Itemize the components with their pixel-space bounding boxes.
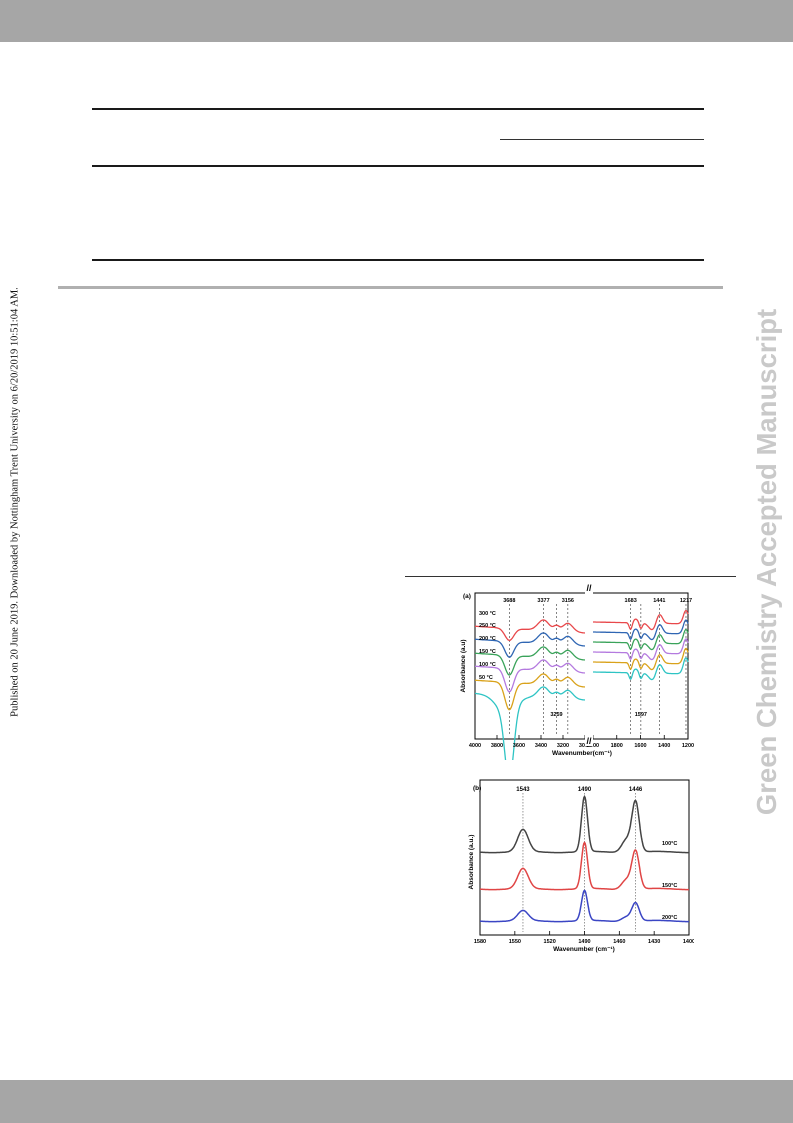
series-line-a-left bbox=[474, 686, 586, 760]
series-line-a-right bbox=[593, 619, 689, 641]
x-tick-label-a: 1600 bbox=[634, 743, 646, 749]
series-label-a: 250 °C bbox=[479, 623, 496, 629]
y-axis-label-a: Absorbance (a.u) bbox=[460, 639, 467, 692]
x-tick-label-b: 1430 bbox=[648, 939, 660, 945]
x-tick-label-a: 3200 bbox=[557, 743, 569, 749]
figure-b-chart: 1580 1550 1520 1490 1460 1430 1400 (b) Absorba… bbox=[468, 779, 694, 953]
figure-b: 1580 1550 1520 1490 1460 1430 1400 (b) Absorba… bbox=[464, 777, 694, 955]
series-line-b bbox=[480, 889, 689, 923]
peak-label-a: 1597 bbox=[635, 712, 647, 718]
x-tick-label-a: 1400 bbox=[658, 743, 670, 749]
series-line-a-right bbox=[593, 628, 689, 651]
axis-break-gap bbox=[585, 582, 593, 746]
plot-frame-a bbox=[474, 592, 689, 740]
x-tick-label-b: 1550 bbox=[509, 939, 521, 945]
footer-band bbox=[0, 1080, 793, 1123]
series-line-a-right bbox=[593, 647, 689, 671]
x-tick-label-a: 3600 bbox=[513, 743, 525, 749]
axis-break-mark-top: // bbox=[586, 583, 592, 593]
x-tick-label-a: 3800 bbox=[491, 743, 503, 749]
header-band bbox=[0, 0, 793, 42]
series-label-a: 150 °C bbox=[479, 649, 496, 655]
panel-label-a: (a) bbox=[463, 593, 471, 600]
series-label-b: 100°C bbox=[662, 841, 677, 847]
axis-break-mark-bottom: // bbox=[586, 736, 592, 746]
x-axis-label-a: Wavenumber(cm⁻¹) bbox=[552, 750, 612, 757]
panel-label-b: (b) bbox=[473, 785, 481, 792]
peak-label-a: 3259 bbox=[550, 712, 562, 718]
y-axis-label-b: Absorbance (a.u.) bbox=[468, 835, 475, 890]
table-header-rule bbox=[92, 165, 704, 167]
x-axis-label-b: Wavenumber (cm⁻¹) bbox=[553, 946, 615, 953]
section-divider bbox=[58, 286, 723, 289]
peak-label-a: 1683 bbox=[625, 598, 637, 604]
series-line-a-left bbox=[475, 632, 586, 658]
series-label-a: 300 °C bbox=[479, 611, 496, 617]
peak-label-b: 1446 bbox=[629, 787, 643, 793]
series-line-b bbox=[480, 795, 689, 854]
peak-label-a: 3377 bbox=[537, 598, 549, 604]
peak-label-a: 1441 bbox=[653, 598, 665, 604]
series-line-a-left bbox=[475, 673, 586, 711]
x-tick-label-a: 4000 bbox=[469, 743, 481, 749]
table-group-rule bbox=[500, 139, 704, 140]
table-bottom-rule bbox=[92, 259, 704, 261]
series-line-a-left bbox=[475, 619, 586, 641]
series-line-a-right bbox=[593, 638, 689, 661]
series-line-a-right bbox=[593, 657, 689, 681]
table-top-rule bbox=[92, 108, 704, 110]
peak-label-a: 3156 bbox=[562, 598, 574, 604]
figure-a-chart: 4000380036003400320030002000180016001400… bbox=[460, 582, 694, 760]
series-label-a: 200 °C bbox=[479, 636, 496, 642]
series-line-a-left bbox=[475, 646, 586, 676]
x-tick-label-b: 1490 bbox=[578, 939, 590, 945]
peak-label-b: 1490 bbox=[578, 787, 592, 793]
peak-label-a: 3688 bbox=[503, 598, 515, 604]
x-tick-label-b: 1580 bbox=[474, 939, 486, 945]
figure-a: 4000380036003400320030002000180016001400… bbox=[454, 582, 694, 760]
peak-label-a: 1217 bbox=[680, 598, 692, 604]
series-line-a-right bbox=[593, 609, 689, 631]
series-label-a: 100 °C bbox=[479, 662, 496, 668]
series-label-b: 150°C bbox=[662, 883, 677, 889]
x-tick-label-b: 1400 bbox=[683, 939, 694, 945]
series-line-a-left bbox=[475, 659, 586, 693]
figure-top-rule bbox=[405, 576, 736, 577]
series-line-b bbox=[480, 841, 689, 891]
x-tick-label-a: 1800 bbox=[611, 743, 623, 749]
x-tick-label-a: 1200 bbox=[682, 743, 694, 749]
series-label-a: 50 °C bbox=[479, 675, 493, 681]
x-tick-label-b: 1520 bbox=[544, 939, 556, 945]
x-tick-label-a: 3400 bbox=[535, 743, 547, 749]
x-tick-label-b: 1460 bbox=[613, 939, 625, 945]
series-label-b: 200°C bbox=[662, 915, 677, 921]
peak-label-b: 1543 bbox=[516, 787, 530, 793]
